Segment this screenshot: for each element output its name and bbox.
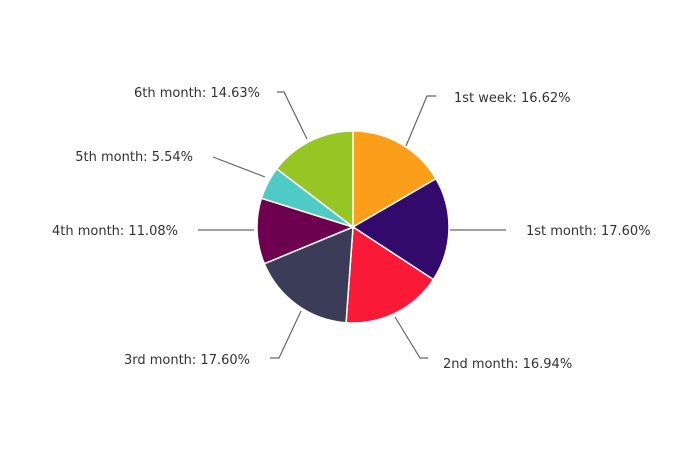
leader-line-2nd-month <box>394 316 428 359</box>
pie-slice-3rd-month <box>263 225 354 324</box>
label-4th-month: 4th month: 11.08% <box>52 224 178 239</box>
leader-line-5th-month <box>212 156 266 178</box>
label-1st-month: 1st month: 17.60% <box>526 224 651 239</box>
pie-slice-4th-month <box>256 197 356 265</box>
leader-line-6th-month <box>277 91 308 140</box>
pie-slice-1st-month <box>351 177 450 281</box>
pie-slice-6th-month <box>275 130 354 229</box>
pie-slice-1st-week <box>352 130 438 229</box>
label-6th-month: 6th month: 14.63% <box>134 86 260 101</box>
leader-line-3rd-month <box>270 310 302 359</box>
label-2nd-month: 2nd month: 16.94% <box>443 357 572 372</box>
label-3rd-month: 3rd month: 17.60% <box>124 353 250 368</box>
slice-labels: 1st week: 16.62% 1st month: 17.60% 2nd m… <box>52 86 651 372</box>
leader-line-1st-week <box>405 95 436 147</box>
leader-lines <box>198 91 506 359</box>
label-1st-week: 1st week: 16.62% <box>454 91 571 106</box>
pie-slice-2nd-month <box>345 225 435 324</box>
pie-slices <box>256 130 450 324</box>
label-5th-month: 5th month: 5.54% <box>75 150 193 165</box>
